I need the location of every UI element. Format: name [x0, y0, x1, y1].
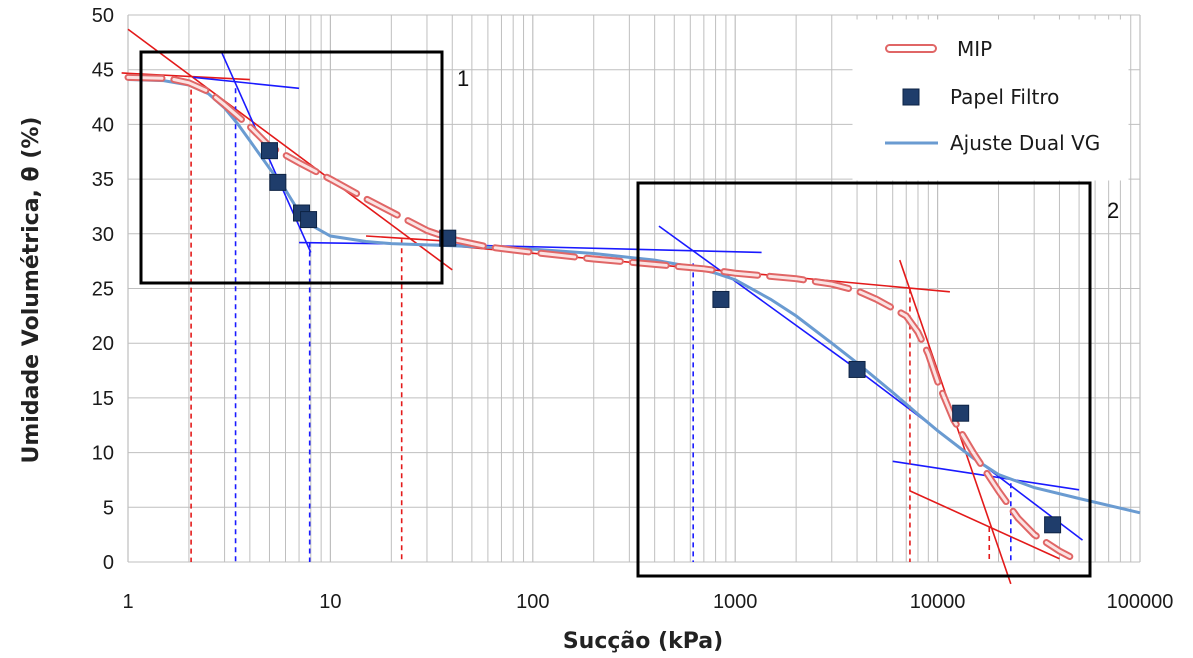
tangent-line-red — [127, 28, 453, 271]
y-tick-label: 45 — [92, 60, 114, 82]
legend-item-papel-filtro: Papel Filtro — [902, 85, 1059, 109]
y-tick-label: 40 — [92, 114, 114, 136]
series — [124, 73, 1141, 560]
region-label-2: 2 — [1107, 198, 1119, 223]
y-tick-label: 0 — [103, 552, 114, 574]
construction-lines — [121, 28, 1084, 585]
legend-label-papel-filtro: Papel Filtro — [950, 85, 1059, 109]
data-point-papel-filtro — [952, 404, 970, 422]
x-tick-labels: 1 10 100 1000 10000 100000 — [122, 591, 1173, 613]
legend-swatch-mip — [885, 44, 937, 53]
data-point-papel-filtro — [269, 173, 287, 191]
grid-lines — [127, 14, 1141, 563]
region-box-1 — [139, 50, 444, 285]
x-tick-label: 10000 — [910, 591, 966, 613]
y-tick-label: 10 — [92, 443, 114, 465]
x-tick-label: 10 — [319, 591, 341, 613]
x-tick-label: 100 — [516, 591, 549, 613]
tangent-line-red — [121, 72, 250, 81]
legend-label-ajuste-dual-vg: Ajuste Dual VG — [950, 131, 1100, 155]
data-point-papel-filtro — [439, 229, 457, 247]
legend-item-mip: MIP — [885, 37, 992, 61]
region-label-1: 1 — [457, 66, 469, 91]
legend-item-ajuste-dual-vg: Ajuste Dual VG — [885, 131, 1100, 155]
tangent-line-blue — [658, 225, 858, 371]
data-point-papel-filtro — [1044, 516, 1062, 534]
tangent-line-blue — [193, 76, 300, 90]
y-axis-title: Umidade Volumétrica, θ (%) — [19, 117, 44, 464]
legend-label-mip: MIP — [957, 37, 992, 61]
x-tick-label: 1000 — [713, 591, 758, 613]
data-point-papel-filtro — [712, 290, 730, 308]
y-tick-labels: 0 5 10 15 20 25 30 35 40 45 50 — [92, 5, 114, 574]
tangent-line-red — [365, 235, 453, 243]
y-tick-label: 30 — [92, 224, 114, 246]
x-tick-label: 100000 — [1107, 591, 1174, 613]
legend: MIP Papel Filtro Ajuste Dual VG — [852, 19, 1129, 181]
series-line-ajuste-dual-vg — [127, 78, 1141, 515]
x-axis-title: Sucção (kPa) — [563, 629, 723, 654]
data-point-papel-filtro — [848, 360, 866, 378]
data-point-papel-filtro — [300, 211, 318, 229]
y-tick-label: 35 — [92, 169, 114, 191]
data-point-papel-filtro — [260, 142, 278, 160]
y-tick-label: 5 — [103, 497, 114, 519]
x-tick-label: 1 — [122, 591, 133, 613]
legend-swatch-papel-filtro — [902, 88, 920, 106]
y-tick-label: 25 — [92, 279, 114, 301]
tangent-line-red — [909, 490, 1060, 560]
y-tick-label: 15 — [92, 388, 114, 410]
y-tick-label: 50 — [92, 5, 114, 27]
series-line-mip-core — [126, 75, 1072, 558]
region-box-2 — [636, 181, 1092, 578]
y-tick-label: 20 — [92, 333, 114, 355]
